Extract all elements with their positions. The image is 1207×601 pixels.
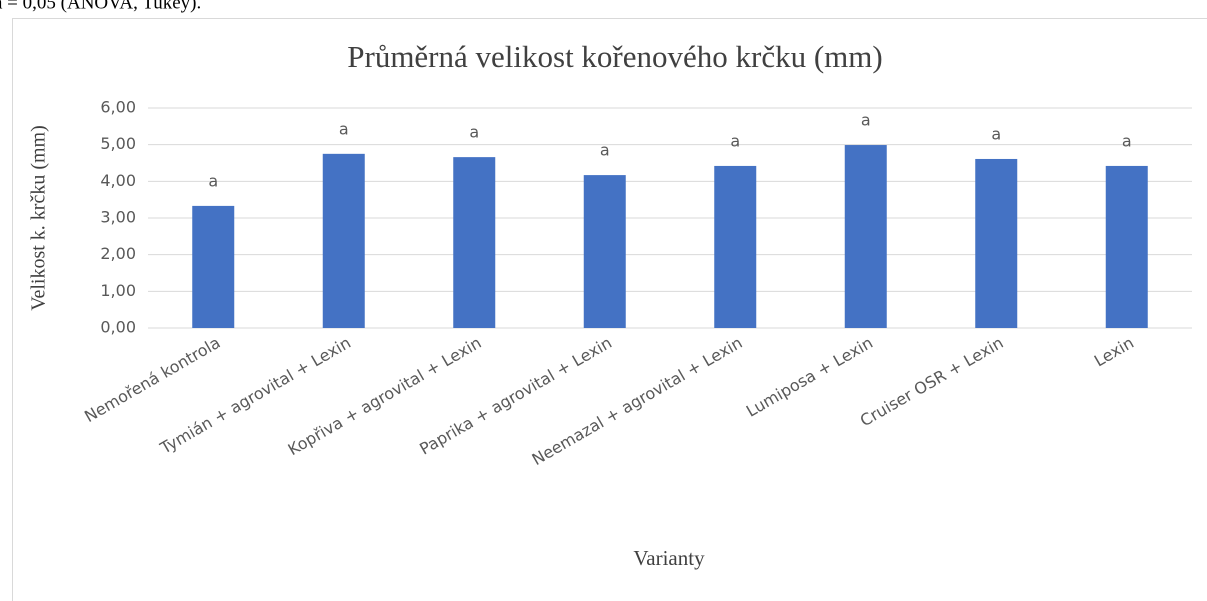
bar <box>583 175 626 328</box>
bar-annotation: a <box>861 111 871 130</box>
y-tick-label: 4,00 <box>100 171 136 190</box>
chart-border <box>12 18 1207 601</box>
bar-annotation: a <box>339 119 349 138</box>
bar <box>192 205 235 328</box>
chart-title: Průměrná velikost kořenového krčku (mm) <box>347 39 882 74</box>
bar-annotation: a <box>600 141 610 160</box>
bar-annotation: a <box>1122 131 1132 150</box>
y-tick-label: 6,00 <box>100 98 136 117</box>
bar-annotation: a <box>469 123 479 142</box>
bar <box>844 145 887 328</box>
x-tick-label: Lumiposa + Lexin <box>743 333 876 421</box>
bar <box>453 157 496 328</box>
bar-annotation: a <box>208 171 218 190</box>
y-tick-label: 1,00 <box>100 281 136 300</box>
x-tick-label: Cruiser OSR + Lexin <box>857 333 1007 430</box>
bar-annotation: a <box>991 124 1001 143</box>
y-axis-label: Velikost k. krčku (mm) <box>28 125 50 311</box>
bar <box>322 153 365 328</box>
bar <box>1105 165 1148 328</box>
y-tick-label: 2,00 <box>100 244 136 263</box>
bar <box>714 165 757 328</box>
caption: a = 0,05 (ANOVA, Tukey). <box>0 0 201 13</box>
x-tick-label: Nemořená kontrola <box>81 333 223 426</box>
x-tick-label: Lexin <box>1091 333 1137 371</box>
y-tick-label: 5,00 <box>100 134 136 153</box>
y-tick-label: 3,00 <box>100 208 136 227</box>
bar <box>975 158 1018 328</box>
x-axis-label: Varianty <box>633 546 705 570</box>
y-tick-label: 0,00 <box>100 318 136 337</box>
x-tick-label: Neemazal + agrovital + Lexin <box>529 333 746 469</box>
bar-annotation: a <box>730 131 740 150</box>
